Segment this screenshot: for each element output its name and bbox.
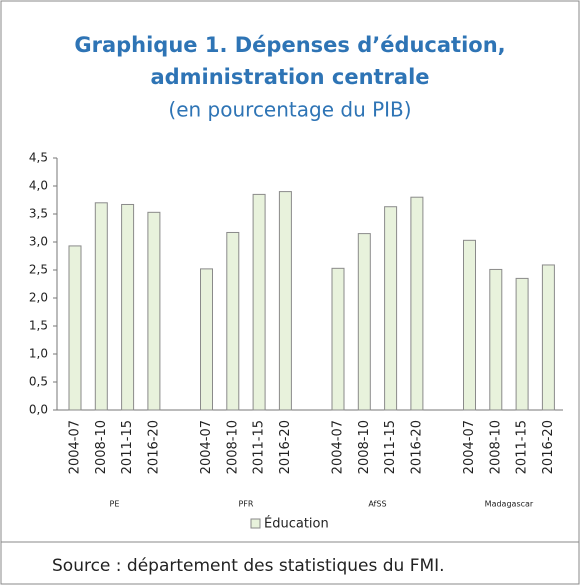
- source-note: Source : département des statistiques du…: [52, 556, 445, 576]
- y-tick-label: 4,0: [29, 179, 48, 193]
- bar: [252, 193, 266, 411]
- bar: [68, 245, 82, 411]
- x-tick-label: 2016-20: [541, 420, 556, 474]
- bar: [331, 267, 345, 411]
- bar: [489, 268, 503, 411]
- x-tick-label: 2016-20: [278, 420, 293, 474]
- y-tick-label: 0,0: [29, 403, 48, 417]
- legend-swatch: [250, 518, 261, 529]
- bar: [463, 239, 476, 411]
- x-tick-label: 2016-20: [409, 420, 424, 474]
- bar: [278, 191, 292, 411]
- bar: [226, 231, 240, 411]
- x-tick-label: 2011-15: [383, 420, 398, 474]
- x-tick-label: 2011-15: [515, 420, 530, 474]
- y-tick-label: 3,0: [29, 235, 48, 249]
- y-tick-label: 2,5: [29, 263, 48, 277]
- y-tick-label: 4,5: [29, 151, 48, 165]
- bar: [147, 211, 161, 411]
- x-tick-label: 2004-07: [199, 420, 214, 474]
- x-tick-label: 2008-10: [488, 420, 503, 474]
- y-tick-label: 1,0: [29, 347, 48, 361]
- chart-title: administration centrale: [150, 65, 429, 89]
- x-tick-label: 2004-07: [462, 420, 477, 474]
- bar: [357, 233, 371, 411]
- y-tick-label: 0,5: [29, 375, 48, 389]
- y-tick-label: 1,5: [29, 319, 48, 333]
- x-tick-label: 2011-15: [252, 420, 267, 474]
- group-label: AfSS: [368, 500, 386, 509]
- bar: [94, 202, 108, 411]
- group-label: PE: [110, 500, 120, 509]
- chart-title: Graphique 1. Dépenses d’éducation,: [74, 33, 505, 57]
- x-tick-label: 2004-07: [68, 420, 83, 474]
- group-label: PFR: [238, 500, 253, 509]
- bar: [200, 268, 213, 411]
- x-tick-label: 2011-15: [120, 420, 135, 474]
- group-label: Madagascar: [485, 500, 534, 509]
- x-tick-label: 2008-10: [357, 420, 372, 474]
- x-tick-label: 2004-07: [331, 420, 346, 474]
- bar: [121, 203, 135, 411]
- bar: [410, 196, 424, 411]
- y-tick-label: 2,0: [29, 291, 48, 305]
- x-tick-label: 2016-20: [146, 420, 161, 474]
- legend-label: Éducation: [264, 516, 329, 532]
- bar: [384, 206, 398, 411]
- y-tick-label: 3,5: [29, 207, 48, 221]
- chart-subtitle: (en pourcentage du PIB): [168, 98, 411, 122]
- x-tick-label: 2008-10: [225, 420, 240, 474]
- bar: [541, 264, 555, 411]
- x-tick-label: 2008-10: [94, 420, 109, 474]
- bar: [515, 277, 529, 411]
